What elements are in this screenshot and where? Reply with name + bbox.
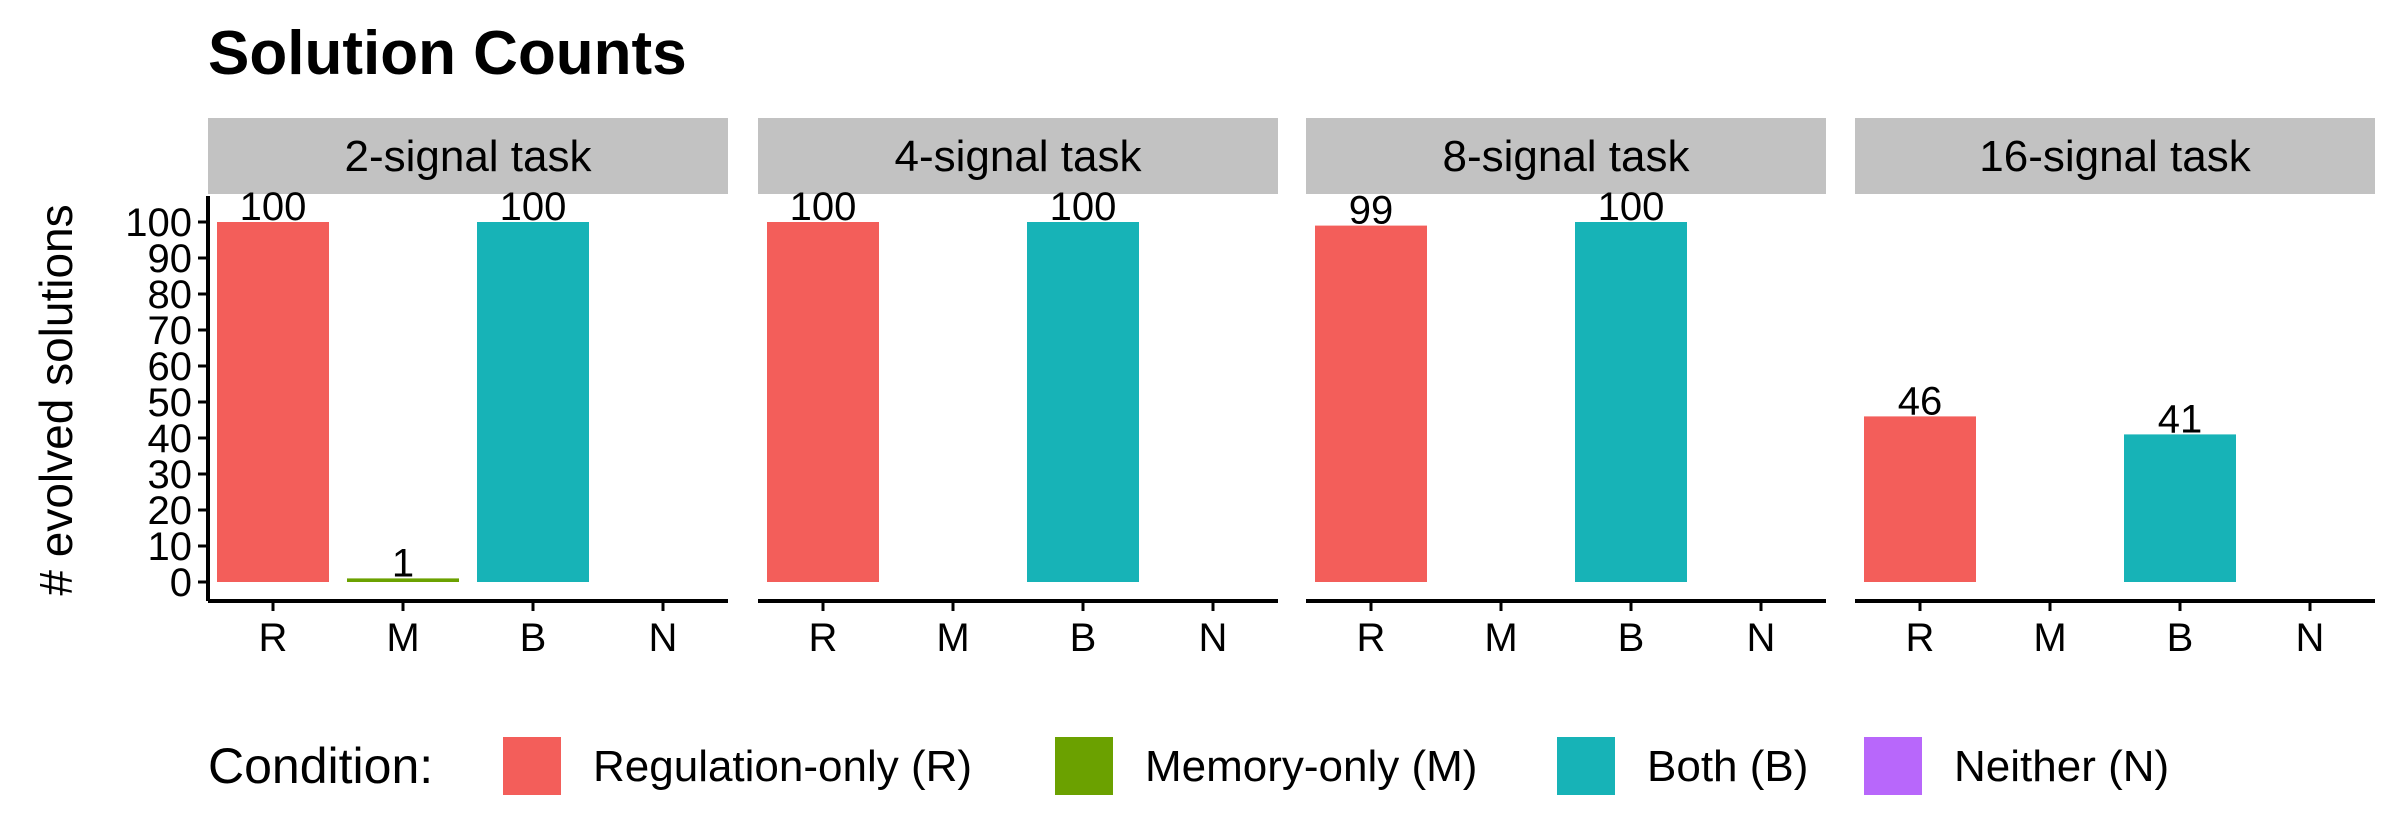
facet-strip-label: 2-signal task — [344, 132, 592, 181]
facet-strip — [1306, 118, 1826, 194]
facet-panel: 16-signal task 46 R M 41 B N — [1855, 118, 2375, 660]
legend-swatch — [1055, 737, 1113, 795]
facet-panel: 8-signal task 99 R M 100 B N — [1306, 118, 1826, 660]
legend-title: Condition: — [208, 738, 433, 794]
x-tick-label: M — [386, 616, 419, 660]
bar — [1575, 222, 1687, 582]
legend-item: Neither (N) — [1864, 737, 2169, 795]
bar — [767, 222, 879, 582]
bar-data-label: 46 — [1898, 379, 1943, 423]
legend: Condition: Regulation-only (R) Memory-onl… — [208, 737, 2169, 795]
legend-swatch — [503, 737, 561, 795]
bar-data-label: 100 — [790, 185, 857, 229]
y-tick-label: 50 — [148, 381, 193, 425]
x-tick-label: B — [1070, 616, 1097, 660]
x-tick-label: N — [1747, 616, 1776, 660]
facet-strip-label: 8-signal task — [1442, 132, 1690, 181]
bar — [347, 578, 459, 582]
y-tick-label: 40 — [148, 417, 193, 461]
y-tick-label: 0 — [170, 561, 192, 605]
y-tick-label: 80 — [148, 273, 193, 317]
legend-label: Neither (N) — [1954, 742, 2169, 791]
bar — [477, 222, 589, 582]
x-tick-label: R — [1357, 616, 1386, 660]
facet-strip — [758, 118, 1278, 194]
bar — [217, 222, 329, 582]
x-tick-label: N — [649, 616, 678, 660]
bar-data-label: 100 — [1050, 185, 1117, 229]
facet-strip-label: 4-signal task — [894, 132, 1142, 181]
x-tick-label: B — [1618, 616, 1645, 660]
bar-data-label: 99 — [1349, 189, 1394, 233]
y-tick-label: 10 — [148, 525, 193, 569]
y-tick-label: 100 — [125, 201, 192, 245]
legend-item: Memory-only (M) — [1055, 737, 1477, 795]
bar — [1027, 222, 1139, 582]
bar-data-label: 100 — [500, 185, 567, 229]
bar-data-label: 100 — [1598, 185, 1665, 229]
x-tick-label: R — [259, 616, 288, 660]
x-tick-label: B — [520, 616, 547, 660]
x-tick-label: N — [1199, 616, 1228, 660]
legend-label: Memory-only (M) — [1145, 742, 1477, 791]
bar-data-label: 41 — [2158, 397, 2203, 441]
legend-label: Regulation-only (R) — [593, 742, 972, 791]
x-tick-label: R — [1906, 616, 1935, 660]
bar-data-label: 100 — [240, 185, 307, 229]
legend-swatch — [1864, 737, 1922, 795]
y-tick-label: 30 — [148, 453, 193, 497]
legend-label: Both (B) — [1647, 742, 1808, 791]
chart-title: Solution Counts — [208, 19, 687, 88]
y-axis-label: # evolved solutions — [30, 204, 82, 595]
x-tick-label: M — [2033, 616, 2066, 660]
bar-data-label: 1 — [392, 541, 414, 585]
facet-strip-label: 16-signal task — [1979, 132, 2251, 181]
x-tick-label: M — [936, 616, 969, 660]
bar — [2124, 434, 2236, 582]
y-tick-label: 90 — [148, 237, 193, 281]
legend-item: Regulation-only (R) — [503, 737, 972, 795]
x-tick-label: N — [2296, 616, 2325, 660]
x-tick-label: B — [2167, 616, 2194, 660]
facet-strip — [208, 118, 728, 194]
bar — [1315, 225, 1427, 582]
y-tick-label: 20 — [148, 489, 193, 533]
legend-swatch — [1557, 737, 1615, 795]
y-tick-label: 70 — [148, 309, 193, 353]
legend-item: Both (B) — [1557, 737, 1808, 795]
bar — [1864, 416, 1976, 582]
x-tick-label: R — [809, 616, 838, 660]
facet-strip — [1855, 118, 2375, 194]
x-tick-label: M — [1484, 616, 1517, 660]
y-tick-label: 60 — [148, 345, 193, 389]
